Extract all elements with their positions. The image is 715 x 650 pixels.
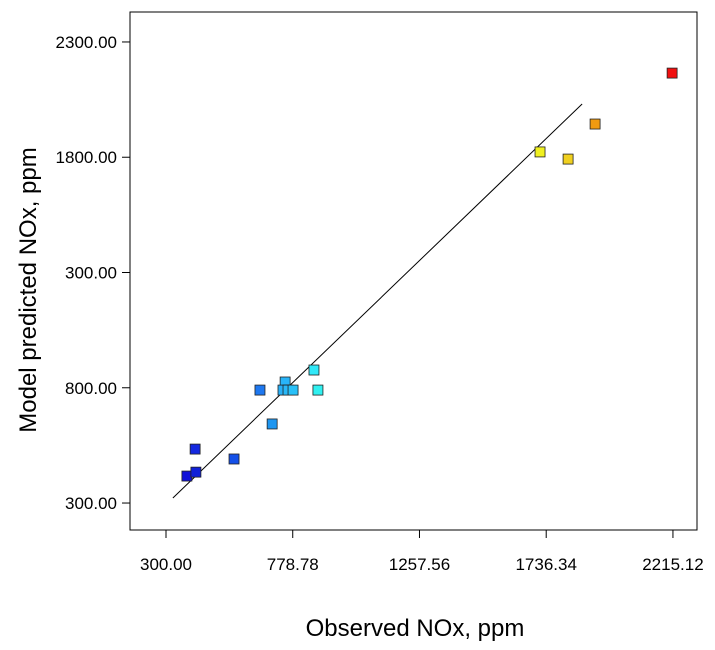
point: [562, 153, 574, 165]
y-tick-label: 800.00: [65, 379, 117, 398]
plot-frame: [129, 11, 698, 531]
point: [181, 470, 193, 482]
point: [190, 466, 202, 478]
x-tick-label: 778.78: [267, 555, 319, 574]
point: [189, 443, 201, 455]
fit-line: [172, 103, 583, 499]
point: [266, 418, 278, 430]
y-tick-label: 300.00: [65, 263, 117, 282]
point: [589, 118, 601, 130]
y-axis-label: Model predicted NOx, ppm: [15, 147, 42, 432]
point: [666, 67, 678, 79]
y-tick-label: 1800.00: [56, 148, 117, 167]
point: [308, 364, 320, 376]
point: [228, 453, 240, 465]
point: [312, 384, 324, 396]
x-tick-label: 300.00: [140, 555, 192, 574]
x-tick-label: 1736.34: [515, 555, 576, 574]
y-tick-label: 2300.00: [56, 33, 117, 52]
x-axis-label: Observed NOx, ppm: [306, 615, 525, 642]
x-tick-label: 1257.56: [389, 555, 450, 574]
point: [287, 384, 299, 396]
point: [254, 384, 266, 396]
x-tick-label: 2215.12: [642, 555, 703, 574]
y-tick-label: 300.00: [65, 494, 117, 513]
point: [534, 146, 546, 158]
